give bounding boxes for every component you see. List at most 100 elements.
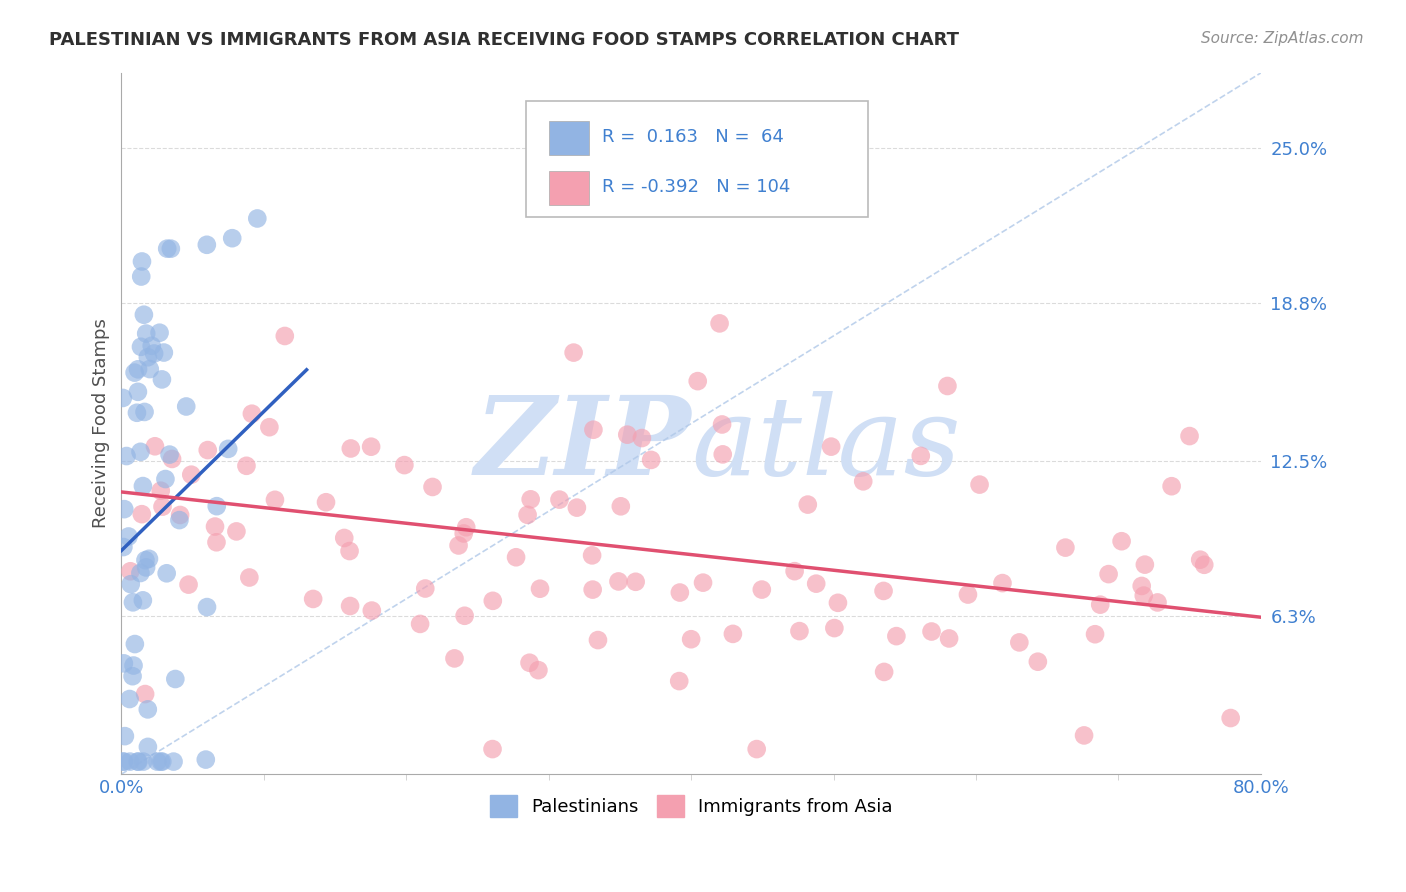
Point [146, 755, 169, 769]
Point [1160, 479, 1182, 493]
Point [246, 211, 269, 226]
Point [204, 519, 226, 533]
Point [783, 564, 806, 578]
Point [1084, 627, 1107, 641]
Point [132, 593, 155, 607]
Point [143, 439, 166, 453]
Point [149, 755, 172, 769]
Point [195, 600, 218, 615]
Point [134, 553, 156, 567]
Point [131, 254, 153, 268]
Point [118, 692, 141, 706]
Point [789, 624, 811, 639]
Text: PALESTINIAN VS IMMIGRANTS FROM ASIA RECEIVING FOOD STAMPS CORRELATION CHART: PALESTINIAN VS IMMIGRANTS FROM ASIA RECE… [49, 31, 959, 49]
Point [259, 420, 281, 434]
Point [217, 442, 239, 456]
Point [195, 237, 218, 252]
Point [806, 576, 828, 591]
Point [681, 632, 703, 647]
Point [482, 594, 505, 608]
Point [886, 629, 908, 643]
Point [582, 423, 605, 437]
Point [711, 417, 734, 432]
Point [114, 729, 136, 743]
Point [136, 739, 159, 754]
Point [1189, 552, 1212, 566]
Point [669, 585, 692, 599]
Point [339, 599, 361, 613]
Point [456, 520, 478, 534]
Point [1008, 635, 1031, 649]
Point [624, 574, 647, 589]
Point [129, 566, 152, 580]
Point [1073, 728, 1095, 742]
Point [160, 242, 183, 256]
Point [225, 524, 247, 539]
Point [150, 755, 173, 769]
Point [581, 549, 603, 563]
Point [721, 627, 744, 641]
Point [156, 242, 179, 256]
Point [274, 329, 297, 343]
Point [150, 372, 173, 386]
Point [302, 591, 325, 606]
Point [631, 431, 654, 445]
Text: R = -0.392   N = 104: R = -0.392 N = 104 [602, 178, 790, 195]
Point [221, 231, 243, 245]
Point [872, 583, 894, 598]
Point [1146, 595, 1168, 609]
Point [156, 566, 179, 581]
Point [127, 362, 149, 376]
Point [745, 742, 768, 756]
Point [711, 447, 734, 461]
Point [315, 495, 337, 509]
Point [640, 453, 662, 467]
Point [174, 400, 197, 414]
Point [527, 663, 550, 677]
Point [453, 608, 475, 623]
Point [159, 448, 181, 462]
Point [827, 596, 849, 610]
Point [938, 632, 960, 646]
Point [1026, 655, 1049, 669]
Point [194, 753, 217, 767]
Point [1097, 567, 1119, 582]
Point [112, 755, 135, 769]
Point [138, 551, 160, 566]
Point [936, 379, 959, 393]
Point [139, 362, 162, 376]
Point [692, 575, 714, 590]
Point [160, 452, 183, 467]
Point [111, 391, 134, 405]
Point [112, 540, 135, 554]
Point [586, 633, 609, 648]
Point [124, 366, 146, 380]
Point [422, 480, 444, 494]
Point [169, 513, 191, 527]
Point [264, 492, 287, 507]
Point [129, 269, 152, 284]
Point [128, 755, 150, 769]
Point [132, 755, 155, 769]
Point [132, 308, 155, 322]
Point [873, 665, 896, 679]
Point [136, 351, 159, 365]
Point [360, 604, 382, 618]
Point [565, 500, 588, 515]
Point [610, 500, 633, 514]
Point [686, 374, 709, 388]
Point [969, 477, 991, 491]
Point [135, 326, 157, 341]
Point [125, 406, 148, 420]
Point [135, 560, 157, 574]
Point [820, 440, 842, 454]
Point [118, 755, 141, 769]
Point [115, 449, 138, 463]
Point [607, 574, 630, 589]
Point [124, 637, 146, 651]
Point [153, 345, 176, 359]
Point [169, 508, 191, 522]
Point [505, 550, 527, 565]
Point [751, 582, 773, 597]
Point [1090, 598, 1112, 612]
